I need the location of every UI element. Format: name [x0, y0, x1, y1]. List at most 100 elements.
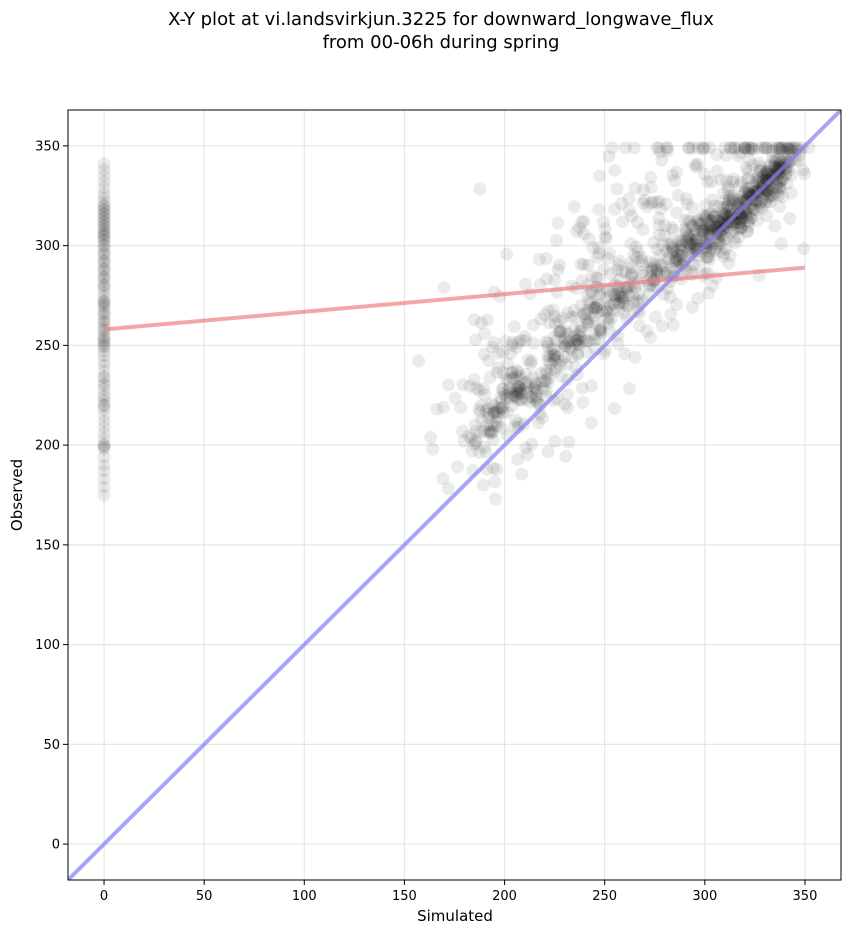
- scatter-point: [620, 299, 634, 313]
- scatter-point: [636, 196, 650, 210]
- scatter-point: [686, 227, 700, 241]
- scatter-point: [745, 141, 759, 155]
- scatter-point: [515, 467, 529, 481]
- scatter-point: [718, 193, 732, 207]
- scatter-point: [653, 194, 667, 208]
- scatter-point: [690, 232, 704, 246]
- scatter-point: [574, 298, 588, 312]
- scatter-point: [767, 159, 781, 173]
- scatter-point: [473, 182, 487, 196]
- scatter-point: [588, 300, 602, 314]
- scatter-point: [688, 228, 702, 242]
- scatter-point: [652, 228, 666, 242]
- scatter-point: [718, 207, 732, 221]
- scatter-point: [717, 250, 731, 264]
- scatter-point: [674, 243, 688, 257]
- scatter-point: [780, 141, 794, 155]
- scatter-point: [97, 287, 111, 301]
- scatter-point: [721, 200, 735, 214]
- scatter-point: [528, 383, 542, 397]
- scatter-point: [586, 241, 600, 255]
- scatter-point: [753, 160, 767, 174]
- scatter-point: [648, 259, 662, 273]
- scatter-point: [685, 300, 699, 314]
- scatter-point: [684, 237, 698, 251]
- scatter-point: [760, 166, 774, 180]
- scatter-point: [666, 243, 680, 257]
- scatter-point: [721, 180, 735, 194]
- scatter-point: [543, 357, 557, 371]
- scatter-point: [515, 393, 529, 407]
- scatter-point: [768, 219, 782, 233]
- scatter-point: [726, 175, 740, 189]
- scatter-point: [539, 252, 553, 266]
- scatter-point: [97, 229, 111, 243]
- scatter-point: [468, 418, 482, 432]
- scatter-point: [691, 216, 705, 230]
- scatter-point: [690, 214, 704, 228]
- scatter-point: [615, 196, 629, 210]
- scatter-point: [727, 141, 741, 155]
- scatter-point: [509, 384, 523, 398]
- scatter-point: [502, 381, 516, 395]
- scatter-point: [679, 222, 693, 236]
- scatter-point: [623, 256, 637, 270]
- scatter-point: [742, 219, 756, 233]
- scatter-point: [574, 257, 588, 271]
- scatter-point: [571, 337, 585, 351]
- scatter-point: [577, 258, 591, 272]
- scatter-point: [521, 353, 535, 367]
- scatter-point: [755, 192, 769, 206]
- scatter-point: [626, 288, 640, 302]
- scatter-point: [484, 427, 498, 441]
- scatter-point: [97, 243, 111, 257]
- scatter-point: [574, 324, 588, 338]
- regression-line: [103, 265, 806, 332]
- scatter-point: [561, 401, 575, 415]
- scatter-point: [745, 180, 759, 194]
- scatter-point: [491, 361, 505, 375]
- scatter-point: [592, 247, 606, 261]
- scatter-point: [97, 298, 111, 312]
- scatter-point: [498, 334, 512, 348]
- scatter-point: [548, 364, 562, 378]
- scatter-point: [759, 197, 773, 211]
- scatter-point: [744, 211, 758, 225]
- scatter-point: [481, 407, 495, 421]
- scatter-point: [97, 239, 111, 253]
- scatter-point: [763, 159, 777, 173]
- scatter-point: [538, 375, 552, 389]
- scatter-point: [97, 376, 111, 390]
- scatter-point: [617, 306, 631, 320]
- scatter-point: [775, 141, 789, 155]
- scatter-point: [744, 141, 758, 155]
- scatter-point: [692, 217, 706, 231]
- scatter-point: [97, 370, 111, 384]
- scatter-point: [480, 418, 494, 432]
- scatter-point: [671, 253, 685, 267]
- scatter-point: [514, 387, 528, 401]
- scatter-point: [548, 434, 562, 448]
- scatter-point: [557, 338, 571, 352]
- scatter-point: [707, 199, 721, 213]
- scatter-point: [726, 196, 740, 210]
- scatter-point: [591, 240, 605, 254]
- scatter-point: [548, 348, 562, 362]
- scatter-point: [533, 278, 547, 292]
- scatter-point: [518, 376, 532, 390]
- scatter-point: [705, 278, 719, 292]
- scatter-point: [561, 335, 575, 349]
- scatter-point: [696, 141, 710, 155]
- scatter-point: [589, 300, 603, 314]
- scatter-point: [469, 381, 483, 395]
- scatter-point: [708, 210, 722, 224]
- scatter-point: [758, 195, 772, 209]
- scatter-point: [482, 424, 496, 438]
- scatter-point: [765, 189, 779, 203]
- scatter-point: [97, 295, 111, 309]
- scatter-point: [507, 371, 521, 385]
- scatter-point: [552, 314, 566, 328]
- scatter-point: [509, 369, 523, 383]
- scatter-point: [571, 348, 585, 362]
- scatter-point: [469, 433, 483, 447]
